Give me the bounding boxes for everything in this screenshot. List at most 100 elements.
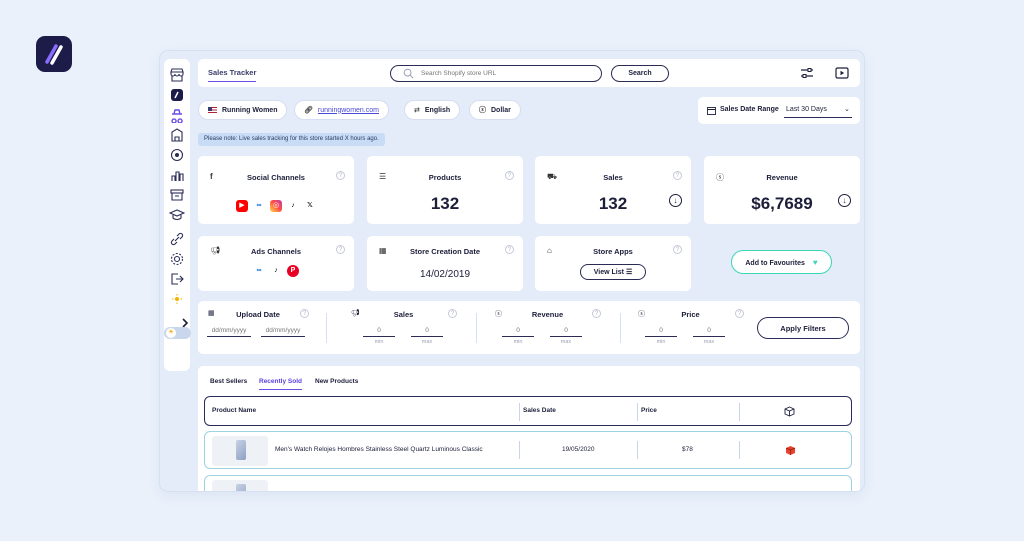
search-input[interactable] [421,67,591,79]
column-product-name[interactable]: Product Name [212,407,257,414]
help-icon[interactable]: ? [592,309,601,318]
column-sales-date[interactable]: Sales Date [523,407,556,414]
price-max-input[interactable] [693,324,725,337]
ads-channels-card: 📢︎ Ads Channels ? ∞ ♪ P [198,236,354,291]
tab-sales-tracker[interactable]: Sales Tracker [208,68,257,82]
tiktok-icon[interactable]: ♪ [287,200,299,212]
search-box[interactable] [390,65,602,82]
target-icon[interactable] [169,147,185,163]
instagram-icon[interactable]: ◎ [270,200,282,212]
tiktok-icon[interactable]: ♪ [270,265,282,277]
heart-icon: ♥ [812,257,818,267]
calendar-icon: ▦ [379,246,387,255]
sales-max-input[interactable] [411,324,443,337]
download-icon[interactable]: ↓ [838,194,851,207]
sales-filter-label: Sales [393,310,414,319]
revenue-title: Revenue [766,173,798,182]
revenue-filter: ⓢ Revenue ? min max [485,301,610,354]
archive-icon[interactable] [169,187,185,203]
bar-chart-icon[interactable] [169,167,185,183]
x-icon[interactable]: 𝕏 [304,200,316,212]
revenue-max-input[interactable] [550,324,582,337]
table-row[interactable] [204,475,852,491]
ads-channels-title: Ads Channels [250,247,301,256]
help-icon[interactable]: ? [448,309,457,318]
graduation-cap-icon[interactable] [169,207,185,223]
help-icon[interactable]: ? [673,245,682,254]
product-thumbnail [212,480,268,491]
social-channels-card: f Social Channels ? ▶ ∞ ◎ ♪ 𝕏 [198,156,354,224]
download-icon[interactable]: ↓ [669,194,682,207]
view-list-button[interactable]: View List ☰ [580,264,646,280]
chevron-down-icon[interactable]: ⌄ [844,106,850,113]
help-icon[interactable]: ? [300,309,309,318]
store-apps-title: Store Apps [593,247,633,256]
upload-date-filter: ▦ Upload Date ? [198,301,318,354]
building-icon[interactable] [169,127,185,143]
price-min-input[interactable] [645,324,677,337]
price-min-label: min [656,339,666,345]
help-icon[interactable]: ? [336,171,345,180]
dollar-icon: ⓢ [716,173,724,182]
app-window: ☀ Sales Tracker Search Running Women 🔗︎ … [160,51,864,491]
product-name[interactable]: Men's Watch Relojes Hombres Stainless St… [275,446,483,453]
meta-icon[interactable]: ∞ [253,265,265,277]
store-language: English [424,106,451,114]
upload-date-to-input[interactable] [261,324,305,337]
video-play-icon[interactable] [835,66,849,80]
youtube-icon[interactable]: ▶ [236,200,248,212]
logout-icon[interactable] [169,271,185,287]
chevron-right-icon[interactable] [178,315,194,331]
add-to-favourites-button[interactable]: Add to Favourites ♥ [731,250,832,274]
store-url-chip[interactable]: 🔗︎ runningwomen.com [294,100,389,120]
pinterest-icon[interactable]: P [287,265,299,277]
sliders-icon[interactable] [800,66,814,80]
column-price[interactable]: Price [641,407,657,414]
gear-icon[interactable] [169,251,185,267]
sales-card: ⛟ Sales ? 132 ↓ [535,156,691,224]
store-url-link[interactable]: runningwomen.com [317,106,379,114]
link-icon: 🔗︎ [304,107,313,114]
help-icon[interactable]: ? [673,171,682,180]
tab-best-sellers[interactable]: Best Sellers [210,378,248,385]
table-row[interactable]: Men's Watch Relojes Hombres Stainless St… [204,431,852,469]
store-awning-icon[interactable] [169,67,185,83]
help-icon[interactable]: ? [735,309,744,318]
link-icon[interactable] [169,231,185,247]
list-icon: ☰ [625,269,633,276]
tab-new-products[interactable]: New Products [315,378,359,385]
help-icon[interactable]: ? [336,245,345,254]
help-icon[interactable]: ? [505,245,514,254]
products-card: ☰ Products ? 132 [367,156,523,224]
dollar-icon: ⓢ [495,311,502,318]
sun-icon[interactable] [169,291,185,307]
store-name-chip: Running Women [198,100,288,120]
shopify-store-icon[interactable] [785,445,796,456]
calendar-icon [707,107,716,115]
brand-small-icon[interactable] [169,87,185,103]
search-icon [403,68,414,79]
help-icon[interactable]: ? [505,171,514,180]
store-apps-card: ⌂ Store Apps ? View List ☰ [535,236,691,291]
megaphone-icon: 📢︎ [210,246,221,255]
tab-recently-sold[interactable]: Recently Sold [259,378,302,390]
live-tracking-notice: Please note: Live sales tracking for thi… [198,133,385,146]
revenue-min-input[interactable] [502,324,534,337]
dollar-icon: ⓢ [479,107,486,114]
sun-icon: ☀ [166,328,176,338]
date-range-label: Sales Date Range [720,106,779,113]
date-range-value[interactable]: Last 30 Days [786,106,827,113]
apply-filters-button[interactable]: Apply Filters [757,317,849,339]
revenue-filter-label: Revenue [531,310,564,319]
revenue-card: ⓢ Revenue $6,7689 ↓ [704,156,860,224]
theme-toggle[interactable]: ☀ [164,327,191,339]
spy-icon[interactable] [169,107,185,123]
store-currency: Dollar [491,106,511,114]
meta-icon[interactable]: ∞ [253,200,265,212]
dollar-icon: ⓢ [638,311,645,318]
sales-date-range-select[interactable]: Sales Date Range Last 30 Days ⌄ [698,97,860,124]
search-button[interactable]: Search [611,65,669,82]
product-price: $78 [682,446,693,453]
upload-date-from-input[interactable] [207,324,251,337]
sales-min-input[interactable] [363,324,395,337]
